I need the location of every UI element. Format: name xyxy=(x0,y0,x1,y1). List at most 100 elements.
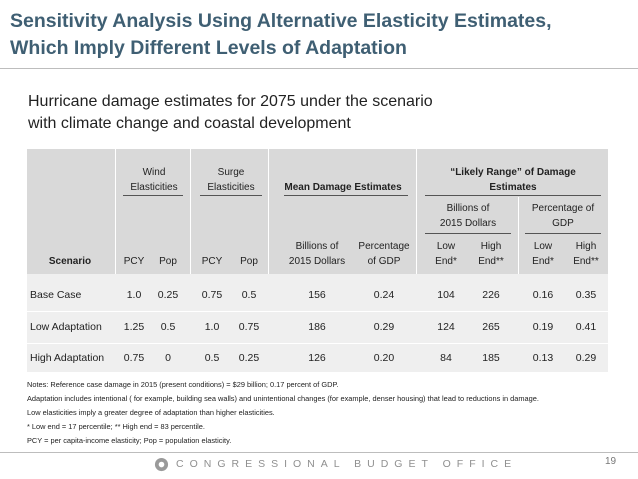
likely-billions-label-1: Billions of xyxy=(446,203,490,214)
col-surge-pop: Pop xyxy=(240,256,258,267)
col-bil-low: Low End* xyxy=(424,239,468,269)
col-mean-billions-line-2: 2015 Dollars xyxy=(288,256,346,267)
table-cell: 0.25 xyxy=(238,352,260,364)
table-cell: 186 xyxy=(308,321,326,333)
note-line: * Low end = 17 percentile; ** High end =… xyxy=(27,422,205,431)
note-line: Notes: Reference case damage in 2015 (pr… xyxy=(27,380,339,389)
col-scenario: Scenario xyxy=(48,256,92,267)
wind-group-label-2: Elasticities xyxy=(130,182,178,193)
table-cell: 0.35 xyxy=(575,289,597,301)
table-cell: 0.75 xyxy=(238,321,260,333)
likely-billions-label-2: 2015 Dollars xyxy=(439,218,497,229)
col-bil-high-line-2: End** xyxy=(478,256,504,267)
col-mean-billions: Billions of 2015 Dollars xyxy=(280,239,354,269)
slide-title-line-2: Which Imply Different Levels of Adaptati… xyxy=(10,37,407,59)
row-divider xyxy=(27,311,608,312)
col-mean-billions-line-1: Billions of xyxy=(295,241,339,252)
col-wind-pcy: PCY xyxy=(123,256,145,267)
footer-org-name: CONGRESSIONAL BUDGET OFFICE xyxy=(176,458,518,470)
surge-group-label-2: Elasticities xyxy=(207,182,255,193)
table-cell: 0.25 xyxy=(157,289,179,301)
table-cell: 156 xyxy=(308,289,326,301)
likely-billions-underline xyxy=(425,233,511,234)
table-cell: 1.0 xyxy=(204,321,220,333)
table-notes: Notes: Reference case damage in 2015 (pr… xyxy=(27,378,627,448)
likely-range-label-1: “Likely Range” of Damage xyxy=(450,167,576,178)
note-line: PCY = per capita-income elasticity; Pop … xyxy=(27,436,232,445)
table-cell: 0.20 xyxy=(373,352,395,364)
mean-group-underline xyxy=(284,195,408,196)
table-cell: 0.16 xyxy=(532,289,554,301)
table-cell: 0.75 xyxy=(201,289,223,301)
table-cell: 0.75 xyxy=(123,352,145,364)
surge-group-header: Surge Elasticities xyxy=(195,165,267,195)
likely-pct-label-2: GDP xyxy=(552,218,574,229)
col-pct-high-line-2: End** xyxy=(573,256,599,267)
col-bil-low-line-2: End* xyxy=(435,256,457,267)
table-cell: 1.0 xyxy=(126,289,142,301)
col-wind-pop: Pop xyxy=(159,256,177,267)
wind-group-header: Wind Elasticities xyxy=(118,165,190,195)
cbo-logo-icon xyxy=(154,457,169,472)
column-separator xyxy=(518,197,519,274)
table-cell: 0.29 xyxy=(373,321,395,333)
table-cell: 0.5 xyxy=(204,352,220,364)
table-cell: 0.5 xyxy=(241,289,257,301)
table-cell: 0.41 xyxy=(575,321,597,333)
likely-pct-label-1: Percentage of xyxy=(531,203,595,214)
subtitle-line-1: Hurricane damage estimates for 2075 unde… xyxy=(28,93,433,110)
subtitle-line-2: with climate change and coastal developm… xyxy=(28,115,351,132)
row-divider xyxy=(27,343,608,344)
col-bil-high: High End** xyxy=(468,239,514,269)
column-separator xyxy=(115,149,116,274)
likely-range-label-2: Estimates xyxy=(489,182,537,193)
table-cell: 0.24 xyxy=(373,289,395,301)
table-cell: 104 xyxy=(437,289,455,301)
slide-title-line-1: Sensitivity Analysis Using Alternative E… xyxy=(10,10,552,32)
note-line: Low elasticities imply a greater degree … xyxy=(27,408,275,417)
table-cell: 265 xyxy=(482,321,500,333)
table-cell: 0.29 xyxy=(575,352,597,364)
col-mean-pct-line-2: of GDP xyxy=(367,256,401,267)
surge-group-underline xyxy=(200,195,262,196)
col-mean-pct-line-1: Percentage xyxy=(358,241,410,252)
title-divider xyxy=(0,68,638,69)
col-mean-pct: Percentage of GDP xyxy=(354,239,414,269)
table-cell: 1.25 xyxy=(123,321,145,333)
col-pct-low-line-2: End* xyxy=(532,256,554,267)
col-surge-pcy: PCY xyxy=(201,256,223,267)
note-line: Adaptation includes intentional ( for ex… xyxy=(27,394,539,403)
page-number: 19 xyxy=(605,456,617,467)
table-row-scenario: Base Case xyxy=(30,289,82,301)
col-pct-high-line-1: High xyxy=(575,241,597,252)
column-separator xyxy=(190,149,191,274)
surge-group-label-1: Surge xyxy=(217,167,245,178)
column-separator xyxy=(416,149,417,274)
col-pct-high: High End** xyxy=(564,239,608,269)
table-cell: 0.13 xyxy=(532,352,554,364)
table-subtitle: Hurricane damage estimates for 2075 unde… xyxy=(28,91,608,135)
wind-group-underline xyxy=(123,195,183,196)
table-cell: 124 xyxy=(437,321,455,333)
table-cell: 126 xyxy=(308,352,326,364)
table-cell: 226 xyxy=(482,289,500,301)
col-bil-high-line-1: High xyxy=(480,241,502,252)
table-row-scenario: Low Adaptation xyxy=(30,321,102,333)
likely-range-group-header: “Likely Range” of Damage Estimates xyxy=(420,165,606,195)
likely-pct-subheader: Percentage of GDP xyxy=(520,201,606,231)
table-row-scenario: High Adaptation xyxy=(30,352,105,364)
column-separator xyxy=(268,149,269,274)
table-cell: 0.5 xyxy=(160,321,176,333)
table-cell: 185 xyxy=(482,352,500,364)
table-cell: 84 xyxy=(440,352,452,364)
likely-pct-underline xyxy=(525,233,601,234)
table-cell: 0.19 xyxy=(532,321,554,333)
col-pct-low-line-1: Low xyxy=(533,241,553,252)
slide-title: Sensitivity Analysis Using Alternative E… xyxy=(10,8,630,62)
footer-divider xyxy=(0,452,638,453)
mean-group-header: Mean Damage Estimates xyxy=(284,182,402,193)
likely-billions-subheader: Billions of 2015 Dollars xyxy=(420,201,516,231)
col-pct-low: Low End* xyxy=(522,239,564,269)
table-cell: 0 xyxy=(165,352,171,364)
table-header-background xyxy=(27,149,608,274)
